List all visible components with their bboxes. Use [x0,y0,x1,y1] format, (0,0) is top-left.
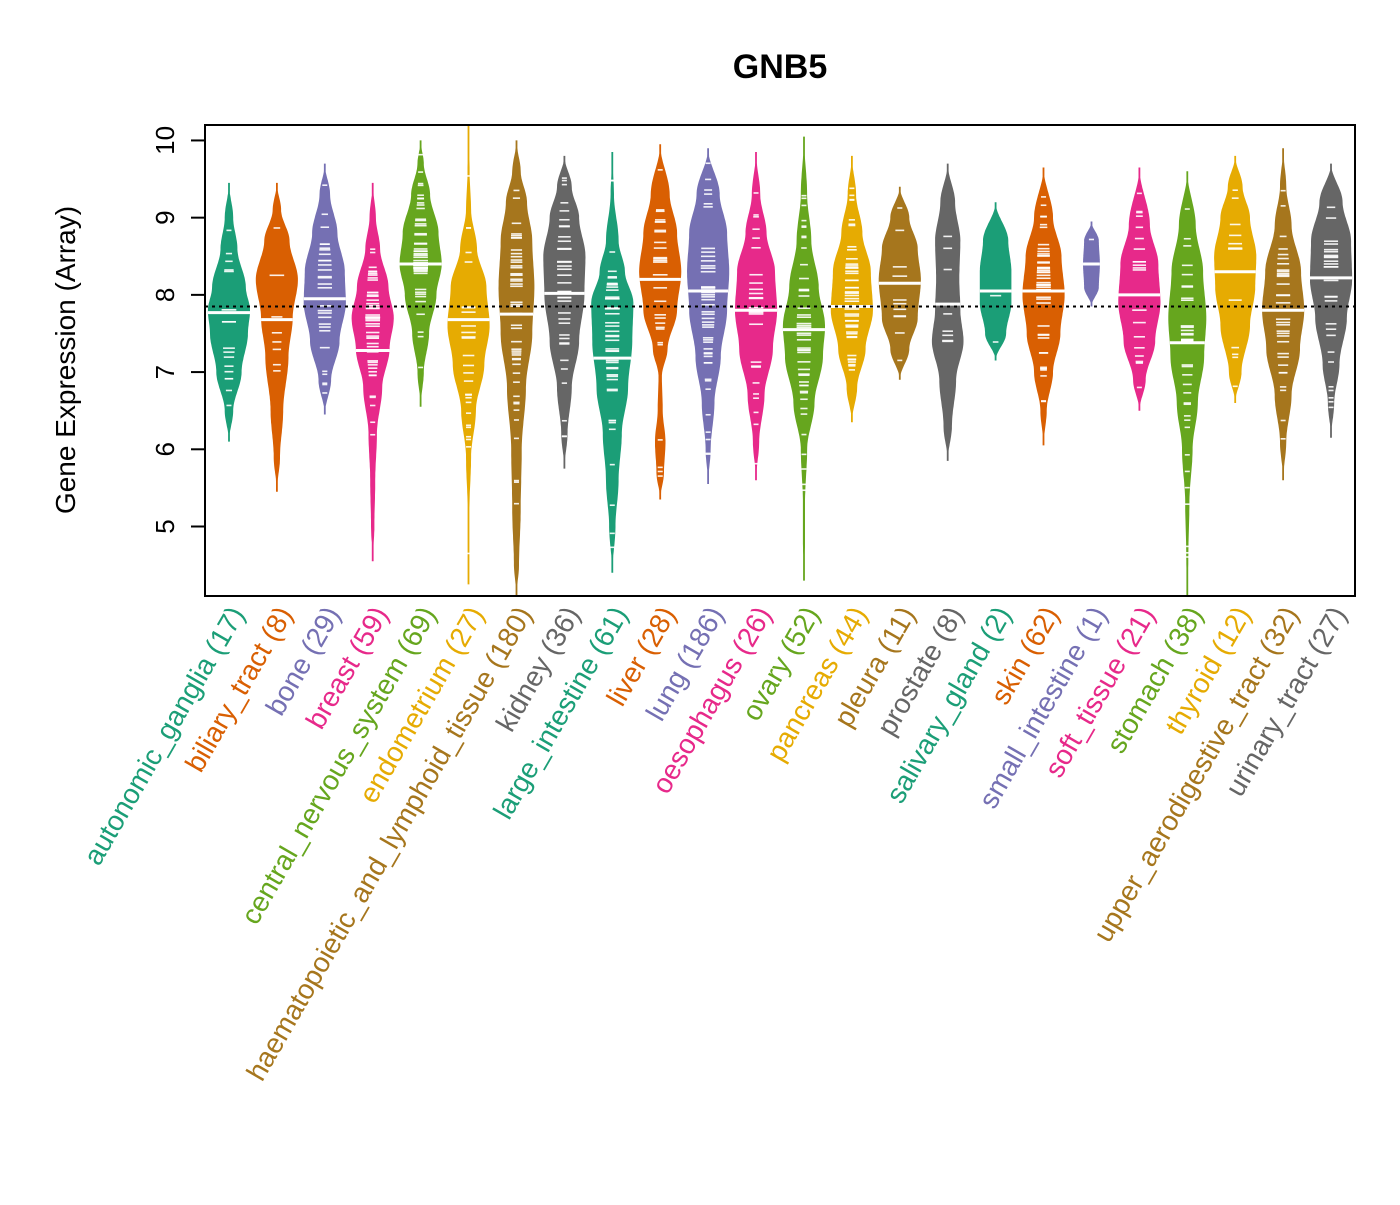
y-tick-label: 9 [150,210,180,224]
violin-13 [782,136,825,581]
y-tick-label: 6 [150,442,180,456]
violin-20 [1118,167,1161,411]
chart-title: GNB5 [733,48,827,86]
x-tick-labels: autonomic_ganglia (17)biliary_tract (8)b… [77,601,1352,1086]
y-tick-label: 10 [150,126,180,155]
violin-14 [830,155,873,423]
violin-1 [207,182,250,442]
violin-body [1022,167,1065,446]
violin-22 [1214,155,1257,403]
violin-7 [498,140,535,596]
violin-body [782,136,825,581]
y-tick-label: 7 [150,365,180,379]
violin-body [687,148,730,484]
violin-19 [1083,221,1100,307]
violin-body [931,163,964,461]
violin-23 [1262,148,1305,481]
violin-15 [878,186,921,380]
violin-16 [931,163,964,461]
violin-body [1262,148,1305,481]
violin-body [1118,167,1161,411]
violin-21 [1168,171,1207,597]
violin-12 [734,152,778,481]
violin-5 [399,140,442,407]
violin-6 [447,125,490,585]
violin-8 [543,155,586,469]
y-axis: 5 6 7 8 9 10 [150,126,206,534]
violin-4 [351,182,394,562]
violin-body [447,125,490,585]
violin-body [830,155,873,423]
violin-9 [591,152,634,573]
violin-3 [303,163,346,415]
violin-2 [255,182,298,492]
violin-body [255,182,298,492]
y-tick-label: 8 [150,288,180,302]
violin-body [303,163,346,415]
violin-10 [639,144,682,500]
violin-24 [1309,163,1353,438]
violin-body [1214,155,1257,403]
violin-17 [979,202,1012,361]
y-tick-label: 5 [150,519,180,533]
violin-body [979,202,1012,361]
violin-11 [687,148,730,484]
violin-body [735,152,778,481]
violin-body [498,140,535,596]
y-axis-label: Gene Expression (Array) [50,206,81,514]
violin-body [639,144,682,500]
violins-group [207,125,1353,597]
violin-18 [1022,167,1065,446]
